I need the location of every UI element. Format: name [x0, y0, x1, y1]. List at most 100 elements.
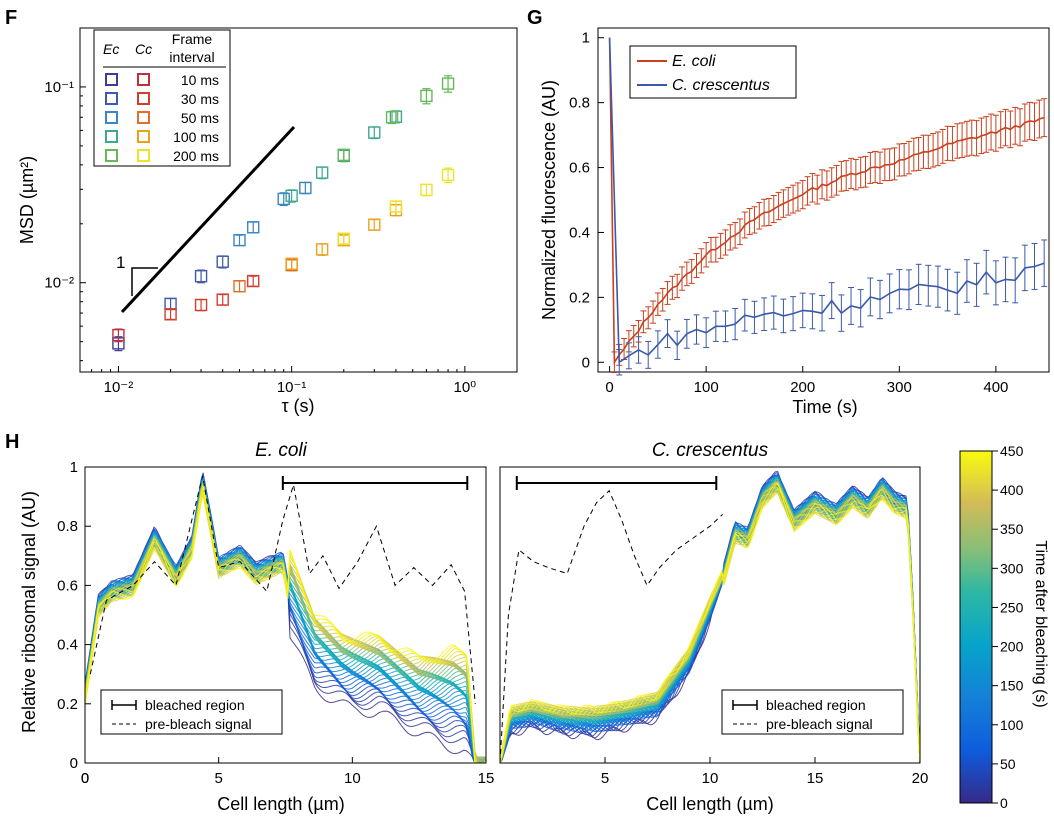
panel-letter-h: H [5, 431, 19, 453]
data-marker [164, 308, 177, 321]
y-tick-label: 0.4 [57, 637, 78, 654]
data-point [194, 298, 208, 312]
data-marker [315, 166, 329, 179]
legend-marker-cc [137, 111, 150, 124]
panel-f: F 10⁻² 10⁻¹ 10⁰ 10⁻² 10⁻¹ τ (s) MSD (µm²) 1… [5, 7, 518, 416]
subplot-ccrescentus-legend-box [721, 689, 904, 735]
colorbar-tick-label: 0 [1000, 795, 1008, 811]
data-point [233, 233, 246, 247]
data-marker [194, 298, 208, 312]
y-tick-label: 1 [582, 30, 590, 47]
panel-g-x-label: Time (s) [792, 397, 857, 417]
panel-f-x-ticks: 10⁻² 10⁻¹ 10⁰ [79, 366, 477, 396]
y-tick-label: 0.2 [57, 696, 78, 713]
colorbar-gradient [959, 450, 993, 804]
panel-f-x-label: τ (s) [281, 396, 314, 416]
colorbar-tick-label: 250 [1000, 599, 1024, 615]
x-tick-label: 200 [790, 379, 815, 396]
legend-label-prebleach: pre-bleach signal [145, 716, 252, 732]
legend-marker-cc [137, 149, 150, 162]
y-tick-label: 0.8 [57, 518, 78, 535]
prebleach-trace [499, 489, 723, 764]
data-marker [247, 274, 260, 288]
x-tick-label: 10⁻² [104, 379, 134, 396]
data-marker [277, 192, 290, 206]
y-tick-label: 1 [70, 459, 78, 476]
series-ccrescentus [608, 37, 1048, 376]
x-tick-label: 5 [601, 770, 609, 787]
colorbar-tick-label: 400 [1000, 482, 1024, 498]
subplot-ecoli [84, 472, 487, 764]
panel-g-y-label: Normalized fluorescence (AU) [539, 80, 559, 320]
data-marker [216, 255, 229, 268]
subplot-ccrescentus-x-label: Cell length (µm) [646, 794, 773, 814]
panel-g-plot-box [597, 27, 1050, 373]
data-marker [337, 232, 350, 245]
panel-f-legend: Ec Cc Frame interval 10 ms 30 ms 50 ms 100 … [93, 29, 231, 167]
x-tick-label: 300 [887, 379, 912, 396]
data-marker [299, 181, 312, 195]
x-tick-label: 400 [983, 379, 1008, 396]
y-tick-label: 0.2 [569, 289, 590, 306]
y-tick-label: 0.4 [569, 224, 590, 241]
data-marker [194, 269, 208, 283]
subplot-ecoli-box [84, 466, 487, 764]
x-tick-label: 20 [912, 770, 929, 787]
data-marker [315, 243, 329, 256]
colorbar-tick-label: 200 [1000, 639, 1024, 655]
x-tick-label: 0 [81, 770, 89, 787]
colorbar-tick-label: 300 [1000, 560, 1024, 576]
panel-letter-f: F [5, 7, 17, 29]
panel-h-y-label: Relative ribosomal signal (AU) [19, 491, 39, 733]
legend-marker-ec [105, 130, 118, 143]
panel-g: G 0 100 200 300 400 00.20.40.60.81 Time (s) … [527, 7, 1050, 417]
data-point [164, 297, 177, 311]
profile-trace [499, 482, 921, 764]
data-point [385, 110, 399, 125]
data-marker [285, 257, 298, 270]
legend-marker-cc [137, 73, 150, 86]
data-point [299, 181, 312, 195]
panel-g-legend: E. coli C. crescentus [629, 45, 797, 99]
colorbar-label: Time after bleaching (s) [1032, 540, 1049, 707]
data-point [277, 192, 290, 207]
data-marker [368, 218, 381, 231]
y-tick-label: 0 [70, 755, 78, 772]
data-marker [441, 168, 455, 182]
series-line [608, 37, 1045, 364]
data-marker [233, 233, 246, 247]
x-tick-label: 15 [478, 770, 495, 787]
panel-f-y-ticks: 10⁻² 10⁻¹ [44, 79, 86, 362]
y-tick-label: 0.6 [57, 577, 78, 594]
colorbar-tick-label: 50 [1000, 756, 1016, 772]
legend-marker-ec [105, 92, 118, 105]
subplot-ecoli-legend: bleached region pre-bleach signal [100, 689, 283, 735]
series-line [608, 37, 1045, 365]
data-marker [337, 148, 350, 162]
data-point [112, 328, 125, 343]
y-tick-label: 0.8 [569, 95, 590, 112]
subplot-title-ccrescentus: C. crescentus [652, 440, 769, 461]
subplot-ccrescentus [499, 470, 921, 764]
data-point [285, 189, 298, 203]
panel-g-y-ticks: 0 0.2 0.4 0.6 0.8 1 [569, 30, 604, 371]
data-marker [441, 77, 455, 90]
slope-line [120, 125, 296, 314]
colorbar-tick-label: 100 [1000, 717, 1024, 733]
y-tick-label: 10⁻² [44, 275, 74, 292]
legend-header-ec: Ec [103, 41, 119, 57]
panel-f-data-points [112, 75, 455, 352]
data-marker [247, 221, 260, 234]
x-tick-label: 10⁰ [454, 379, 477, 396]
colorbar-tick-label: 350 [1000, 521, 1024, 537]
panel-f-y-label: MSD (µm²) [17, 156, 37, 244]
data-point [216, 293, 229, 306]
legend-label-ecoli: E. coli [672, 53, 716, 70]
y-tick-label: 10⁻¹ [44, 79, 74, 96]
x-tick-label: 5 [214, 770, 222, 787]
x-tick-label: 10⁻¹ [277, 379, 307, 396]
subplot-ccrescentus-legend: bleached region pre-bleach signal [721, 689, 904, 735]
colorbar-ticks: 0 50 100 150 200 250 300 350 400 450 [992, 443, 1024, 811]
data-marker [112, 328, 125, 342]
subplot-title-ecoli: E. coli [255, 440, 308, 461]
